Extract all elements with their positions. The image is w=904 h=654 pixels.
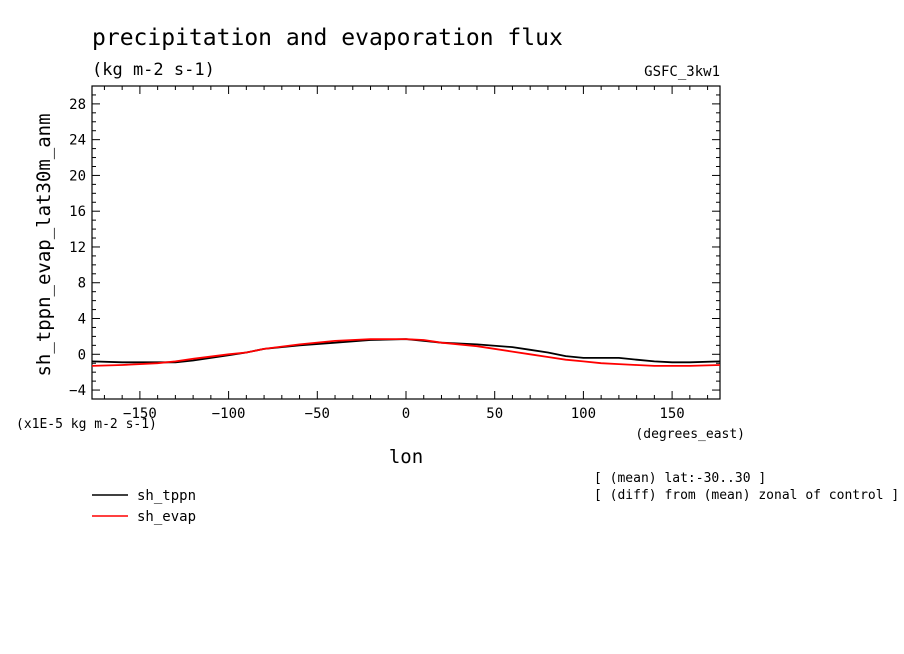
y-tick-label: 4 bbox=[78, 312, 86, 328]
x-units: (degrees_east) bbox=[635, 427, 745, 442]
chart-units: (kg m-2 s-1) bbox=[92, 60, 215, 80]
legend-label-sh-tppn: sh_tppn bbox=[137, 488, 196, 504]
x-tick-label: 100 bbox=[571, 406, 596, 422]
x-tick-label: 0 bbox=[402, 406, 410, 422]
x-tick-label: 50 bbox=[486, 406, 503, 422]
chart-title: precipitation and evaporation flux bbox=[92, 25, 563, 51]
y-tick-label: 16 bbox=[69, 204, 86, 220]
y-tick-label: 28 bbox=[69, 97, 86, 113]
plot-frame bbox=[91, 85, 721, 400]
x-axis-label: lon bbox=[389, 446, 423, 468]
y-tick-label: 20 bbox=[69, 168, 86, 184]
y-tick-label: 12 bbox=[69, 240, 86, 256]
x-tick-label: −100 bbox=[212, 406, 246, 422]
note-line-2: [ (diff) from (mean) zonal of control ] bbox=[594, 488, 899, 503]
note-line-1: [ (mean) lat:-30..30 ] bbox=[594, 471, 766, 486]
legend-label-sh-evap: sh_evap bbox=[137, 509, 196, 525]
x-tick-label: −150 bbox=[123, 406, 157, 422]
y-scale-note: (x1E-5 kg m-2 s-1) bbox=[16, 417, 157, 432]
y-tick-label: 8 bbox=[78, 276, 86, 292]
axis-ticks bbox=[92, 85, 720, 400]
y-tick-labels: −4 0 4 8 12 16 20 24 28 bbox=[69, 97, 86, 399]
series-line-sh-evap bbox=[91, 338, 721, 367]
x-tick-label: 150 bbox=[659, 406, 684, 422]
y-axis-label: sh_tppn_evap_lat30m_anm bbox=[33, 113, 55, 376]
x-tick-label: −50 bbox=[305, 406, 330, 422]
series-lines bbox=[91, 338, 721, 367]
y-tick-label: −4 bbox=[69, 383, 86, 399]
y-tick-label: 0 bbox=[78, 347, 86, 363]
model-label: GSFC_3kw1 bbox=[644, 64, 720, 80]
y-tick-label: 24 bbox=[69, 133, 86, 149]
x-tick-labels: −150 −100 −50 0 50 100 150 bbox=[123, 406, 685, 422]
series-line-sh-tppn bbox=[91, 338, 721, 364]
legend: sh_tppn sh_evap bbox=[92, 488, 196, 525]
